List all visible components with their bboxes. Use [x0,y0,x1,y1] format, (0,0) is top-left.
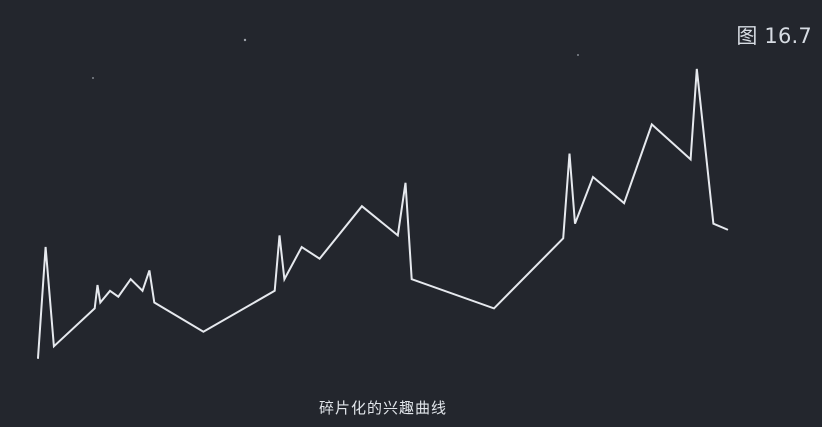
speck [243,38,247,42]
interest-curve-line [37,68,729,359]
speck [92,77,94,79]
speck [577,54,579,56]
chart-caption: 碎片化的兴趣曲线 [318,399,447,417]
figure-label: 图 16.7 [736,24,812,48]
